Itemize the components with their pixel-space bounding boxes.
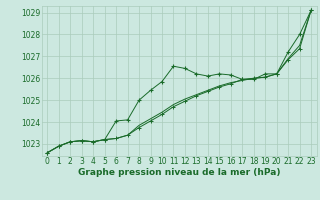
X-axis label: Graphe pression niveau de la mer (hPa): Graphe pression niveau de la mer (hPa)	[78, 168, 280, 177]
